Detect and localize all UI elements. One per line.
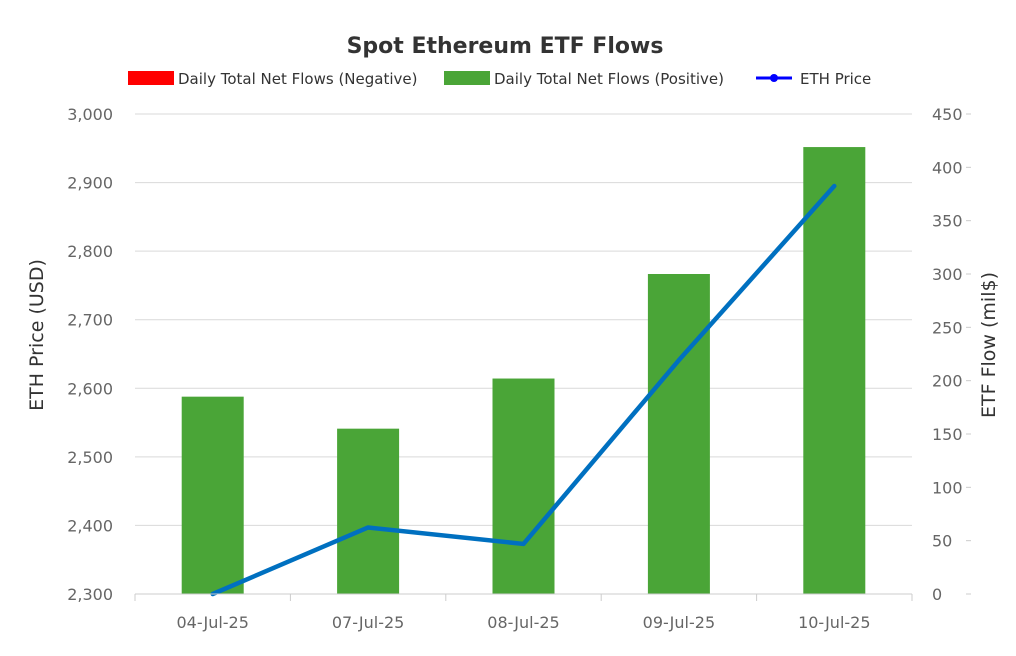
legend: Daily Total Net Flows (Negative) Daily To…	[128, 70, 871, 88]
right-tick-label: 450	[932, 105, 963, 124]
right-tick-label: 200	[932, 372, 963, 391]
left-tick-label: 2,400	[67, 516, 113, 535]
bar	[181, 396, 244, 594]
x-tick-label: 07-Jul-25	[332, 613, 404, 632]
left-tick-label: 3,000	[67, 105, 113, 124]
bar	[803, 147, 866, 595]
right-tick-label: 150	[932, 425, 963, 444]
bar	[492, 378, 555, 594]
x-tick-label: 09-Jul-25	[643, 613, 715, 632]
price-line	[210, 183, 837, 597]
bars	[181, 147, 866, 595]
bar	[647, 274, 710, 594]
right-tick-label: 300	[932, 265, 963, 284]
legend-label: Daily Total Net Flows (Positive)	[494, 70, 724, 88]
right-axis-title: ETF Flow (mil$)	[978, 272, 1000, 418]
left-tick-label: 2,800	[67, 242, 113, 261]
bar	[337, 428, 400, 594]
x-tick-label: 08-Jul-25	[487, 613, 559, 632]
left-tick-label: 2,300	[67, 585, 113, 604]
legend-swatch-marker	[770, 74, 778, 82]
legend-swatch	[128, 71, 174, 85]
legend-label: ETH Price	[800, 70, 871, 88]
right-tick-label: 100	[932, 478, 963, 497]
x-tick-label: 10-Jul-25	[798, 613, 870, 632]
right-tick-label: 400	[932, 158, 963, 177]
chart-title: Spot Ethereum ETF Flows	[347, 34, 664, 59]
axes: 2,300 2,400 2,500 2,600 2,700 2,800 2,900 3,000…	[67, 105, 971, 632]
left-tick-label: 2,900	[67, 174, 113, 193]
legend-swatch	[444, 71, 490, 85]
left-tick-label: 2,600	[67, 379, 113, 398]
eth-price-line	[210, 183, 837, 597]
left-axis-title: ETH Price (USD)	[26, 259, 48, 411]
right-tick-label: 250	[932, 318, 963, 337]
right-tick-label: 50	[932, 532, 952, 551]
x-tick-label: 04-Jul-25	[176, 613, 248, 632]
legend-label: Daily Total Net Flows (Negative)	[178, 70, 417, 88]
left-tick-label: 2,500	[67, 448, 113, 467]
left-tick-label: 2,700	[67, 311, 113, 330]
right-tick-label: 0	[932, 585, 942, 604]
right-tick-label: 350	[932, 212, 963, 231]
